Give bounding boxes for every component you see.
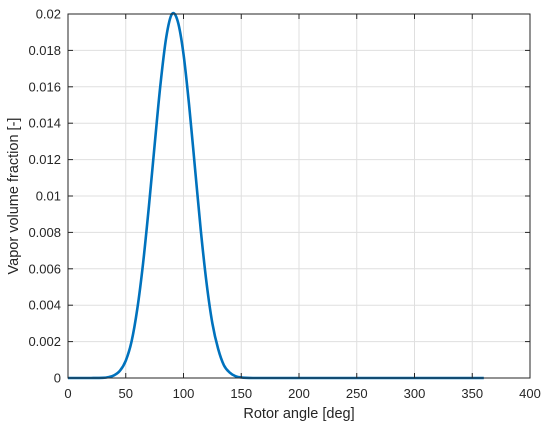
x-tick-label: 200 (288, 386, 310, 401)
y-tick-label: 0.01 (36, 189, 61, 204)
y-tick-label: 0.012 (28, 152, 61, 167)
x-axis-title: Rotor angle [deg] (243, 406, 354, 422)
x-tick-label: 350 (461, 386, 483, 401)
y-tick-label: 0.004 (28, 298, 61, 313)
y-tick-label: 0.016 (28, 79, 61, 94)
x-tick-label: 150 (230, 386, 252, 401)
x-tick-label: 250 (346, 386, 368, 401)
y-tick-label: 0.006 (28, 261, 61, 276)
y-axis-title: Vapor volume fraction [-] (6, 118, 22, 275)
x-tick-label: 50 (119, 386, 133, 401)
y-tick-label: 0 (54, 371, 61, 386)
x-tick-label: 400 (519, 386, 541, 401)
y-tick-label: 0.008 (28, 225, 61, 240)
x-tick-label: 100 (173, 386, 195, 401)
y-tick-label: 0.02 (36, 7, 61, 22)
y-tick-label: 0.014 (28, 116, 61, 131)
y-tick-label: 0.002 (28, 334, 61, 349)
y-tick-label: 0.018 (28, 43, 61, 58)
x-tick-label: 300 (404, 386, 426, 401)
x-tick-label: 0 (64, 386, 71, 401)
grid (68, 14, 530, 378)
tick-layer: 0 50 100 150 200 250 300 350 400 0 0.002 0.004 0.006… (28, 7, 540, 402)
